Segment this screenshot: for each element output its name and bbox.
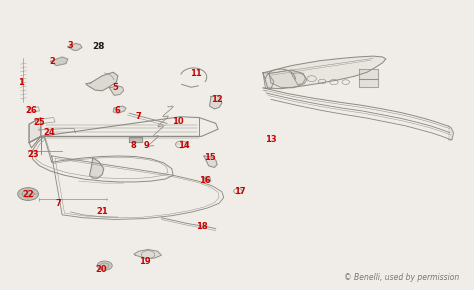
Text: 8: 8 <box>130 141 136 150</box>
Polygon shape <box>113 106 126 113</box>
Text: 23: 23 <box>27 150 39 159</box>
Text: 10: 10 <box>172 117 184 126</box>
Text: 2: 2 <box>50 57 55 66</box>
Text: 18: 18 <box>196 222 207 231</box>
Polygon shape <box>29 117 41 143</box>
Text: 3: 3 <box>68 41 73 50</box>
Polygon shape <box>204 156 217 168</box>
Text: 19: 19 <box>139 257 151 266</box>
Polygon shape <box>263 56 386 89</box>
Text: 1: 1 <box>18 79 24 88</box>
Polygon shape <box>359 69 378 79</box>
Text: 24: 24 <box>44 128 55 137</box>
Text: 7: 7 <box>136 112 142 121</box>
Text: 22: 22 <box>22 190 34 199</box>
Text: 6: 6 <box>115 106 121 115</box>
Text: 28: 28 <box>93 42 105 51</box>
Text: 20: 20 <box>95 265 107 274</box>
Polygon shape <box>269 70 306 88</box>
Text: 16: 16 <box>199 176 211 185</box>
Text: 5: 5 <box>112 83 118 92</box>
Polygon shape <box>68 44 82 50</box>
Circle shape <box>203 177 210 181</box>
Text: 17: 17 <box>234 187 245 196</box>
Polygon shape <box>129 137 142 142</box>
Polygon shape <box>263 73 274 89</box>
Text: 11: 11 <box>190 69 201 78</box>
Polygon shape <box>50 57 68 66</box>
Text: 14: 14 <box>178 141 190 150</box>
Text: 7: 7 <box>55 199 61 208</box>
Polygon shape <box>449 126 454 140</box>
Polygon shape <box>134 249 161 258</box>
Polygon shape <box>210 95 222 109</box>
Polygon shape <box>359 79 378 87</box>
Polygon shape <box>86 72 118 91</box>
Text: 25: 25 <box>34 118 46 127</box>
Text: 13: 13 <box>265 135 277 144</box>
Text: 21: 21 <box>96 207 108 216</box>
Polygon shape <box>109 86 124 95</box>
Text: 26: 26 <box>26 106 37 115</box>
Text: 9: 9 <box>143 141 149 150</box>
Text: 12: 12 <box>211 95 223 104</box>
Circle shape <box>97 261 112 270</box>
Circle shape <box>18 188 38 200</box>
Polygon shape <box>90 158 104 178</box>
Text: 15: 15 <box>204 153 216 162</box>
Text: © Benelli, used by permission: © Benelli, used by permission <box>344 273 459 282</box>
